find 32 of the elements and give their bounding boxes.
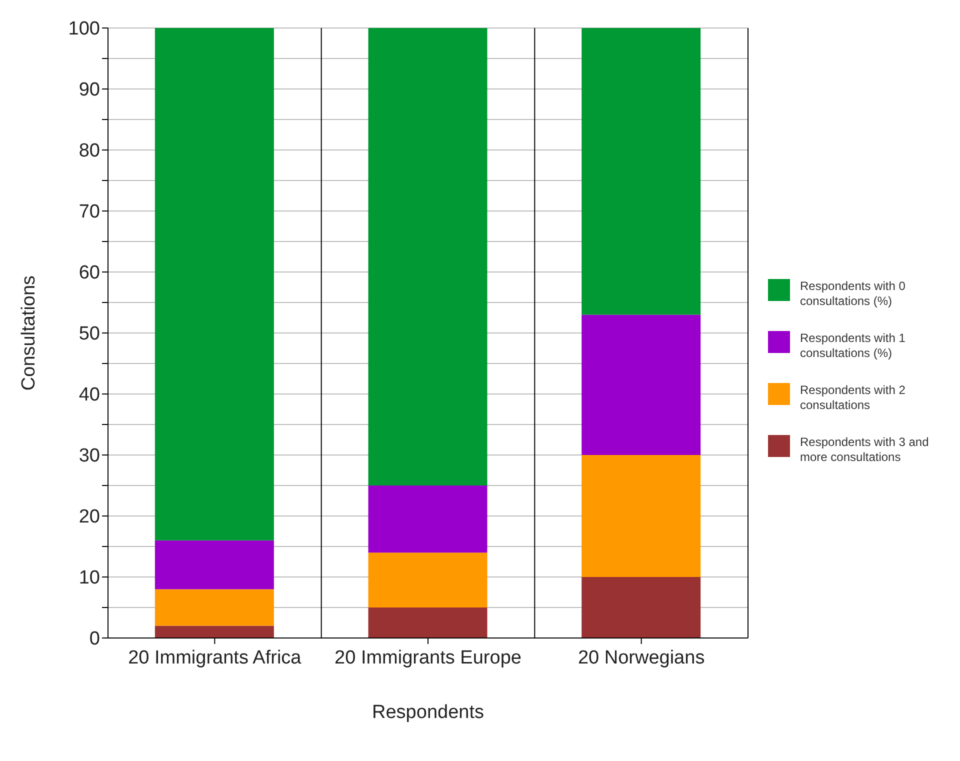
bar xyxy=(154,28,274,540)
legend-label: Respondents with 1 consultations (%) xyxy=(800,331,906,361)
x-axis-title: Respondents xyxy=(372,702,484,723)
legend-label: Respondents with 2 consultations xyxy=(800,383,906,413)
x-tick-label: 20 Immigrants Africa xyxy=(128,647,302,668)
bar xyxy=(368,552,488,608)
x-tick-label: 20 Norwegians xyxy=(578,647,705,668)
y-tick-label: 0 xyxy=(89,628,100,650)
bar xyxy=(582,28,701,315)
legend-label: Respondents with 3 and more consultations xyxy=(800,435,930,465)
y-tick-label: 40 xyxy=(78,384,100,406)
y-tick-label: 20 xyxy=(78,506,100,528)
y-tick-label: 60 xyxy=(78,262,100,284)
y-tick-label: 50 xyxy=(78,324,100,345)
y-tick-label: 10 xyxy=(78,568,100,589)
bar xyxy=(154,589,274,626)
bar xyxy=(368,486,488,553)
y-tick-label: 70 xyxy=(78,202,100,223)
bar xyxy=(368,28,488,486)
y-axis-title: Consultations xyxy=(18,275,40,391)
bar xyxy=(154,540,274,590)
bar xyxy=(582,577,701,638)
y-tick-label: 80 xyxy=(78,140,100,162)
y-tick-label: 100 xyxy=(68,18,100,40)
x-tick-label: 20 Immigrants Europe xyxy=(334,647,522,668)
bar xyxy=(582,455,701,577)
y-tick-label: 90 xyxy=(78,80,100,101)
bar xyxy=(368,608,488,638)
legend-label: Respondents with 0 consultations (%) xyxy=(800,279,906,309)
bar xyxy=(582,314,701,455)
bar xyxy=(154,626,274,638)
y-tick-label: 30 xyxy=(78,446,100,467)
